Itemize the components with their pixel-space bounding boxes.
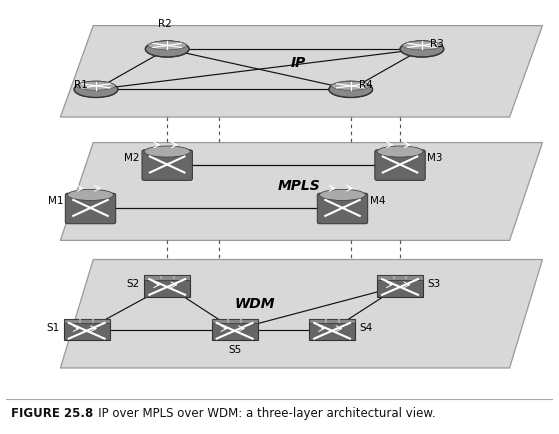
Ellipse shape — [68, 189, 113, 201]
Text: R1: R1 — [74, 79, 88, 89]
FancyBboxPatch shape — [318, 193, 368, 224]
Text: M4: M4 — [370, 196, 385, 206]
FancyBboxPatch shape — [375, 150, 425, 181]
Ellipse shape — [148, 41, 187, 50]
Text: S3: S3 — [428, 279, 440, 289]
Ellipse shape — [144, 146, 190, 157]
Text: M3: M3 — [428, 153, 443, 163]
Text: S4: S4 — [359, 322, 373, 332]
Text: FIGURE 25.8: FIGURE 25.8 — [11, 407, 93, 420]
Text: S5: S5 — [228, 345, 241, 355]
Ellipse shape — [145, 41, 189, 57]
Bar — [211, 319, 258, 340]
Polygon shape — [60, 26, 542, 117]
Text: IP over MPLS over WDM: a three-layer architectural view.: IP over MPLS over WDM: a three-layer arc… — [87, 407, 435, 420]
Text: R3: R3 — [430, 39, 444, 49]
Ellipse shape — [402, 41, 441, 50]
Text: R4: R4 — [359, 79, 373, 89]
Ellipse shape — [329, 81, 373, 98]
Ellipse shape — [77, 82, 115, 90]
Bar — [377, 275, 423, 296]
Bar — [64, 319, 110, 340]
Ellipse shape — [377, 146, 423, 157]
Ellipse shape — [320, 189, 366, 201]
Ellipse shape — [74, 81, 118, 98]
Ellipse shape — [331, 82, 370, 90]
Bar — [144, 275, 190, 296]
Bar — [144, 275, 190, 279]
Text: S2: S2 — [126, 279, 140, 289]
Polygon shape — [60, 260, 542, 368]
Text: S1: S1 — [46, 322, 59, 332]
FancyBboxPatch shape — [65, 193, 116, 224]
Bar — [64, 319, 110, 323]
Bar — [309, 319, 355, 340]
Polygon shape — [60, 143, 542, 240]
Bar — [377, 275, 423, 279]
Text: M2: M2 — [124, 153, 140, 163]
Text: WDM: WDM — [235, 297, 275, 311]
Ellipse shape — [400, 41, 444, 57]
Text: M1: M1 — [48, 196, 63, 206]
Text: IP: IP — [291, 56, 306, 70]
Bar — [211, 319, 258, 323]
Text: MPLS: MPLS — [277, 179, 320, 194]
Bar — [309, 319, 355, 323]
Text: R2: R2 — [158, 19, 171, 29]
FancyBboxPatch shape — [142, 150, 192, 181]
